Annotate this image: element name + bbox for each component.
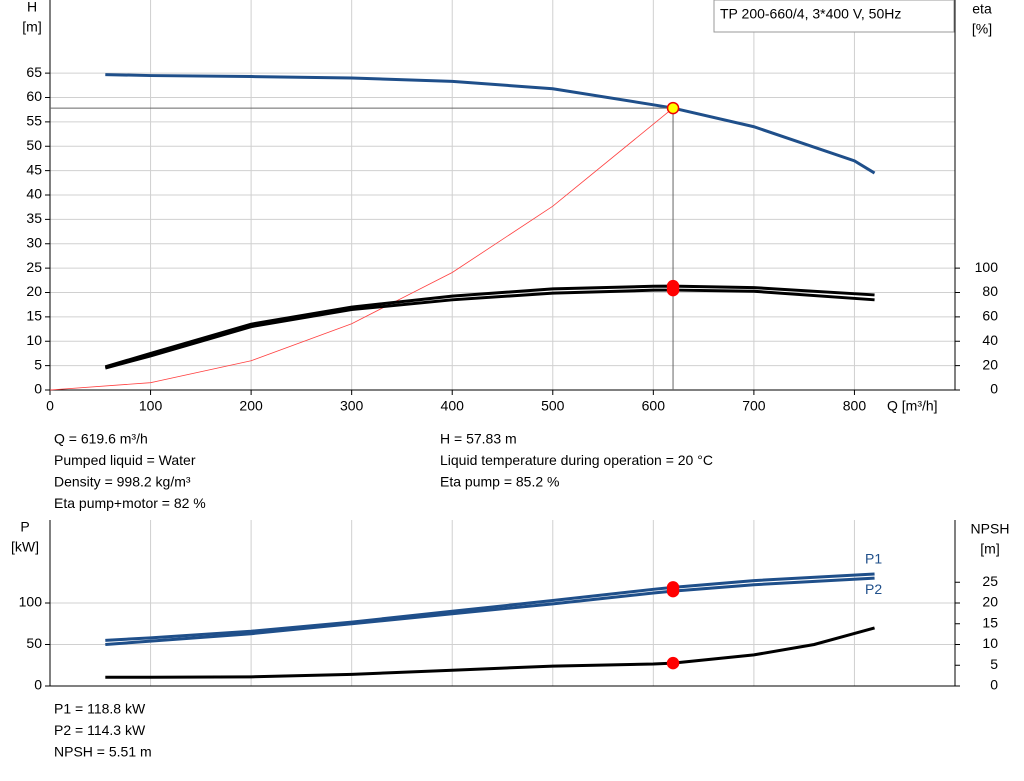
y-tick-label: 0	[34, 677, 42, 693]
x-tick-label: 400	[441, 398, 465, 414]
info-text: Q = 619.6 m³/h	[54, 431, 148, 447]
x-tick-label: 600	[642, 398, 666, 414]
y2-axis-label: NPSH	[971, 521, 1010, 537]
x-axis-label: Q [m³/h]	[887, 398, 938, 414]
operating-point	[666, 283, 680, 297]
y-tick-label: 35	[26, 210, 42, 226]
x-tick-label: 300	[340, 398, 364, 414]
curve	[104, 288, 875, 370]
y2-axis-label: [%]	[972, 21, 992, 37]
curve	[105, 576, 875, 646]
y-axis-label: [m]	[22, 19, 41, 35]
title-box	[713, 0, 955, 33]
y2-tick-label: 80	[982, 283, 998, 299]
y2-tick-label: 40	[982, 332, 998, 348]
series-label: P2	[865, 581, 882, 597]
y-tick-label: 40	[26, 186, 42, 202]
info-text: Liquid temperature during operation = 20…	[440, 452, 713, 468]
y2-tick-label: 15	[982, 614, 998, 630]
curve	[105, 572, 875, 642]
series-label: P1	[865, 551, 882, 567]
y-axis-label: H	[27, 0, 37, 15]
curve	[104, 284, 875, 369]
info-text: Eta pump+motor = 82 %	[54, 495, 206, 511]
info-text: P2 = 114.3 kW	[54, 722, 146, 738]
y2-tick-label: 25	[982, 573, 998, 589]
y-tick-label: 30	[26, 234, 42, 250]
y2-tick-label: 20	[982, 594, 998, 610]
info-text: H = 57.83 m	[440, 431, 517, 447]
y-tick-label: 55	[26, 113, 42, 129]
y-tick-label: 10	[26, 332, 42, 348]
info-text: P1 = 118.8 kW	[54, 701, 146, 717]
y-tick-label: 5	[34, 356, 42, 372]
y-axis-label: P	[20, 519, 29, 535]
operating-point	[666, 101, 680, 115]
y-tick-label: 50	[26, 137, 42, 153]
y-tick-label: 15	[26, 308, 42, 324]
y-tick-label: 50	[26, 635, 42, 651]
operating-point	[666, 584, 680, 598]
operating-point	[666, 656, 680, 670]
y-tick-label: 20	[26, 283, 42, 299]
y2-tick-label: 0	[990, 381, 998, 397]
x-tick-label: 800	[843, 398, 867, 414]
x-tick-label: 200	[239, 398, 263, 414]
x-tick-label: 100	[139, 398, 163, 414]
info-text: Density = 998.2 kg/m³	[54, 474, 191, 490]
y2-tick-label: 10	[982, 635, 998, 651]
y-tick-label: 0	[34, 381, 42, 397]
info-text: NPSH = 5.51 m	[54, 744, 152, 760]
y2-axis-label: eta	[972, 1, 992, 17]
info-text: Eta pump = 85.2 %	[440, 474, 559, 490]
chart-title: TP 200-660/4, 3*400 V, 50Hz	[720, 6, 901, 22]
y2-tick-label: 20	[982, 356, 998, 372]
info-text: Pumped liquid = Water	[54, 452, 196, 468]
y-tick-label: 25	[26, 259, 42, 275]
curve	[105, 73, 876, 175]
y-tick-label: 100	[19, 594, 43, 610]
y-tick-label: 65	[26, 64, 42, 80]
curve	[105, 626, 875, 679]
y-tick-label: 60	[26, 88, 42, 104]
y2-tick-label: 0	[990, 677, 998, 693]
y-tick-label: 45	[26, 161, 42, 177]
x-tick-label: 0	[46, 398, 54, 414]
x-tick-label: 500	[541, 398, 565, 414]
y-axis-label: [kW]	[11, 539, 39, 555]
y2-tick-label: 5	[990, 656, 998, 672]
curve	[49, 107, 674, 391]
y2-tick-label: 60	[982, 308, 998, 324]
y2-tick-label: 100	[975, 259, 999, 275]
y2-axis-label: [m]	[980, 541, 999, 557]
x-tick-label: 700	[742, 398, 766, 414]
